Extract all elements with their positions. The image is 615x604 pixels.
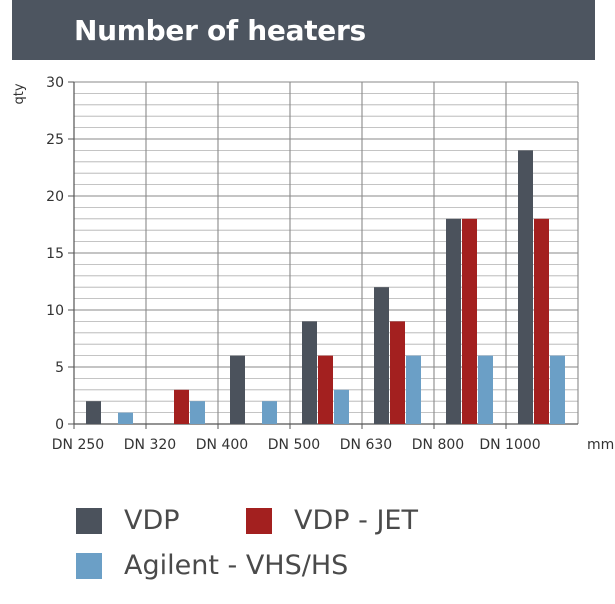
bar [190,401,205,424]
y-tick-label: 5 [55,360,64,376]
bar [478,355,493,424]
bar [118,412,133,424]
bar [534,218,549,424]
chart-header: Number of heaters [12,0,595,60]
bar [518,150,533,424]
bar [390,321,405,424]
x-tick-label: DN 400 [196,437,248,453]
y-tick-label: 20 [46,189,64,205]
bar [174,389,189,424]
x-tick-label: DN 500 [268,437,320,453]
bar [230,355,245,424]
legend-label-agilent: Agilent - VHS/HS [124,550,349,581]
bar [374,287,389,424]
bar [406,355,421,424]
x-tick-label: DN 320 [124,437,176,453]
bar [86,401,101,424]
x-tick-label: DN 800 [412,437,464,453]
x-axis-unit-label: mm [587,437,614,453]
x-tick-label: DN 630 [340,437,392,453]
bar [334,389,349,424]
y-tick-label: 25 [46,132,64,148]
y-tick-label: 0 [55,417,64,433]
legend-swatch-agilent [76,552,102,579]
y-tick-label: 30 [46,75,64,91]
legend-item-vdp-jet: VDP - JET [246,505,418,536]
y-tick-label: 15 [46,246,64,262]
bar [462,218,477,424]
legend-swatch-vdp [76,507,102,534]
legend-label-vdp: VDP [124,505,180,536]
bar [302,321,317,424]
legend-item-agilent: Agilent - VHS/HS [76,550,348,581]
bar [446,218,461,424]
x-tick-label: DN 1000 [479,437,540,453]
y-tick-label: 10 [46,303,64,319]
legend-label-vdp-jet: VDP - JET [294,505,418,536]
legend-swatch-vdp-jet [246,507,272,534]
legend-item-vdp: VDP [76,505,180,536]
bar [550,355,565,424]
chart-title: Number of heaters [74,14,366,47]
bar-chart: 0 5 10 15 20 25 30 qty DN 250 DN 320 DN 400 DN 500 D… [12,75,614,453]
bar [318,355,333,424]
bar [262,401,277,424]
x-tick-label: DN 250 [52,437,104,453]
y-axis-label: qty [12,83,27,104]
